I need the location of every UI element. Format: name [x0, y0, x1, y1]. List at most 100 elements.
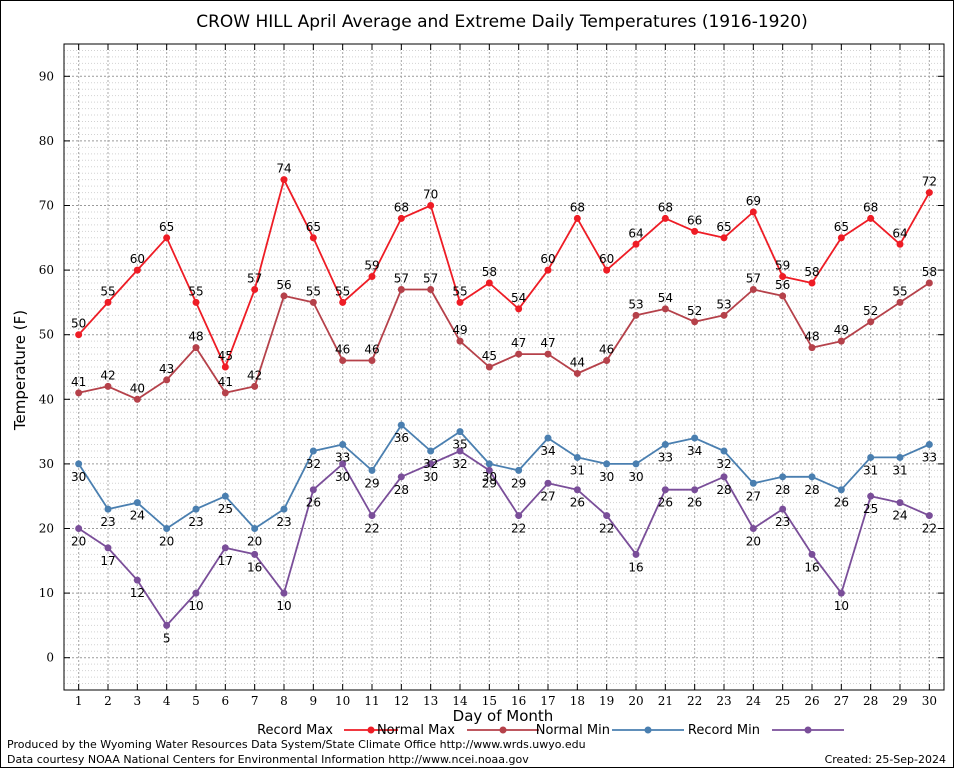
legend-marker-normal-min [644, 726, 652, 734]
point-normal-max [867, 318, 875, 326]
data-label-normal-max: 45 [482, 349, 497, 363]
data-label-record-max: 64 [892, 226, 907, 240]
point-normal-max [368, 357, 376, 365]
data-label-normal-max: 49 [452, 323, 467, 337]
data-label-normal-max: 47 [540, 336, 555, 350]
data-label-record-min: 12 [130, 586, 145, 600]
x-tick-label: 11 [364, 694, 379, 708]
x-tick-label: 8 [280, 694, 288, 708]
x-tick-label: 14 [452, 694, 468, 708]
legend-label-record-max: Record Max [257, 723, 333, 738]
x-tick-label: 7 [251, 694, 259, 708]
point-record-max [339, 298, 347, 306]
data-label-record-max: 65 [306, 220, 321, 234]
point-record-max [192, 298, 200, 306]
point-record-min [427, 460, 435, 468]
point-record-max [485, 279, 493, 287]
point-normal-min [544, 434, 552, 442]
data-label-record-min: 28 [394, 483, 409, 497]
data-label-record-min: 20 [746, 535, 761, 549]
y-tick-label: 30 [39, 457, 54, 471]
y-tick-label: 40 [39, 392, 54, 406]
point-normal-max [749, 285, 757, 293]
data-label-record-max: 65 [159, 220, 174, 234]
point-record-min [251, 550, 259, 558]
data-label-record-max: 58 [482, 265, 497, 279]
point-normal-max [280, 292, 288, 300]
data-label-normal-min: 36 [394, 431, 409, 445]
data-label-record-max: 60 [599, 252, 614, 266]
point-normal-min [251, 525, 259, 532]
point-normal-min [515, 466, 523, 474]
data-label-record-max: 55 [100, 284, 115, 298]
data-label-normal-min: 28 [804, 483, 819, 497]
point-record-min [837, 589, 845, 597]
data-label-record-min: 22 [364, 522, 379, 536]
x-tick-label: 19 [599, 694, 614, 708]
data-label-normal-min: 28 [775, 483, 790, 497]
point-record-max [515, 305, 523, 313]
data-label-record-min: 30 [423, 470, 438, 484]
point-normal-max [456, 337, 464, 345]
point-record-min [192, 589, 200, 597]
data-label-normal-max: 41 [71, 375, 86, 389]
data-label-record-max: 57 [247, 271, 262, 285]
data-label-normal-max: 56 [276, 278, 291, 292]
data-label-normal-min: 31 [570, 463, 585, 477]
data-label-record-max: 60 [130, 252, 145, 266]
point-normal-max [309, 298, 317, 306]
point-normal-max [837, 337, 845, 345]
point-normal-max [779, 292, 787, 300]
x-tick-label: 21 [658, 694, 673, 708]
data-label-normal-min: 30 [599, 470, 614, 484]
point-record-max [896, 240, 904, 248]
point-record-max [867, 214, 875, 222]
point-record-min [339, 460, 347, 468]
data-label-record-min: 23 [775, 515, 790, 529]
point-normal-min [691, 434, 699, 442]
point-normal-max [163, 376, 171, 384]
data-label-normal-min: 31 [863, 463, 878, 477]
point-normal-max [925, 279, 933, 287]
data-label-record-max: 68 [570, 200, 585, 214]
point-normal-min [661, 441, 669, 449]
point-record-min [603, 512, 611, 520]
data-label-normal-min: 31 [892, 463, 907, 477]
x-tick-label: 9 [310, 694, 318, 708]
legend: Record Max Normal Max Normal Min Record Min [257, 723, 844, 738]
point-normal-min [485, 460, 493, 468]
x-tick-label: 30 [922, 694, 937, 708]
data-label-record-min: 20 [71, 535, 86, 549]
data-label-normal-min: 29 [511, 476, 526, 490]
point-record-min [485, 466, 493, 474]
data-label-record-min: 26 [687, 496, 702, 510]
data-label-normal-max: 46 [599, 343, 614, 357]
point-record-max [808, 279, 816, 287]
point-normal-min [896, 453, 904, 461]
point-normal-min [603, 460, 611, 468]
data-label-normal-max: 48 [804, 330, 819, 344]
legend-marker-normal-max [499, 726, 507, 734]
point-record-min [749, 525, 757, 532]
data-label-normal-min: 32 [423, 457, 438, 471]
point-normal-max [133, 395, 141, 403]
point-normal-max [397, 285, 405, 293]
data-label-normal-max: 55 [892, 284, 907, 298]
data-label-record-max: 45 [218, 349, 233, 363]
point-normal-min [720, 447, 728, 455]
data-label-record-max: 68 [394, 200, 409, 214]
point-record-min [573, 486, 581, 494]
x-tick-label: 6 [222, 694, 230, 708]
x-tick-label: 23 [716, 694, 731, 708]
point-record-min [456, 447, 464, 455]
x-tick-label: 1 [75, 694, 83, 708]
point-record-max [544, 266, 552, 274]
series-line-normal-min [77, 424, 930, 530]
point-normal-min [163, 525, 171, 532]
point-normal-max [661, 305, 669, 313]
data-label-normal-max: 57 [746, 271, 761, 285]
point-record-max [632, 240, 640, 248]
data-label-record-max: 66 [687, 213, 702, 227]
point-normal-min [309, 447, 317, 455]
